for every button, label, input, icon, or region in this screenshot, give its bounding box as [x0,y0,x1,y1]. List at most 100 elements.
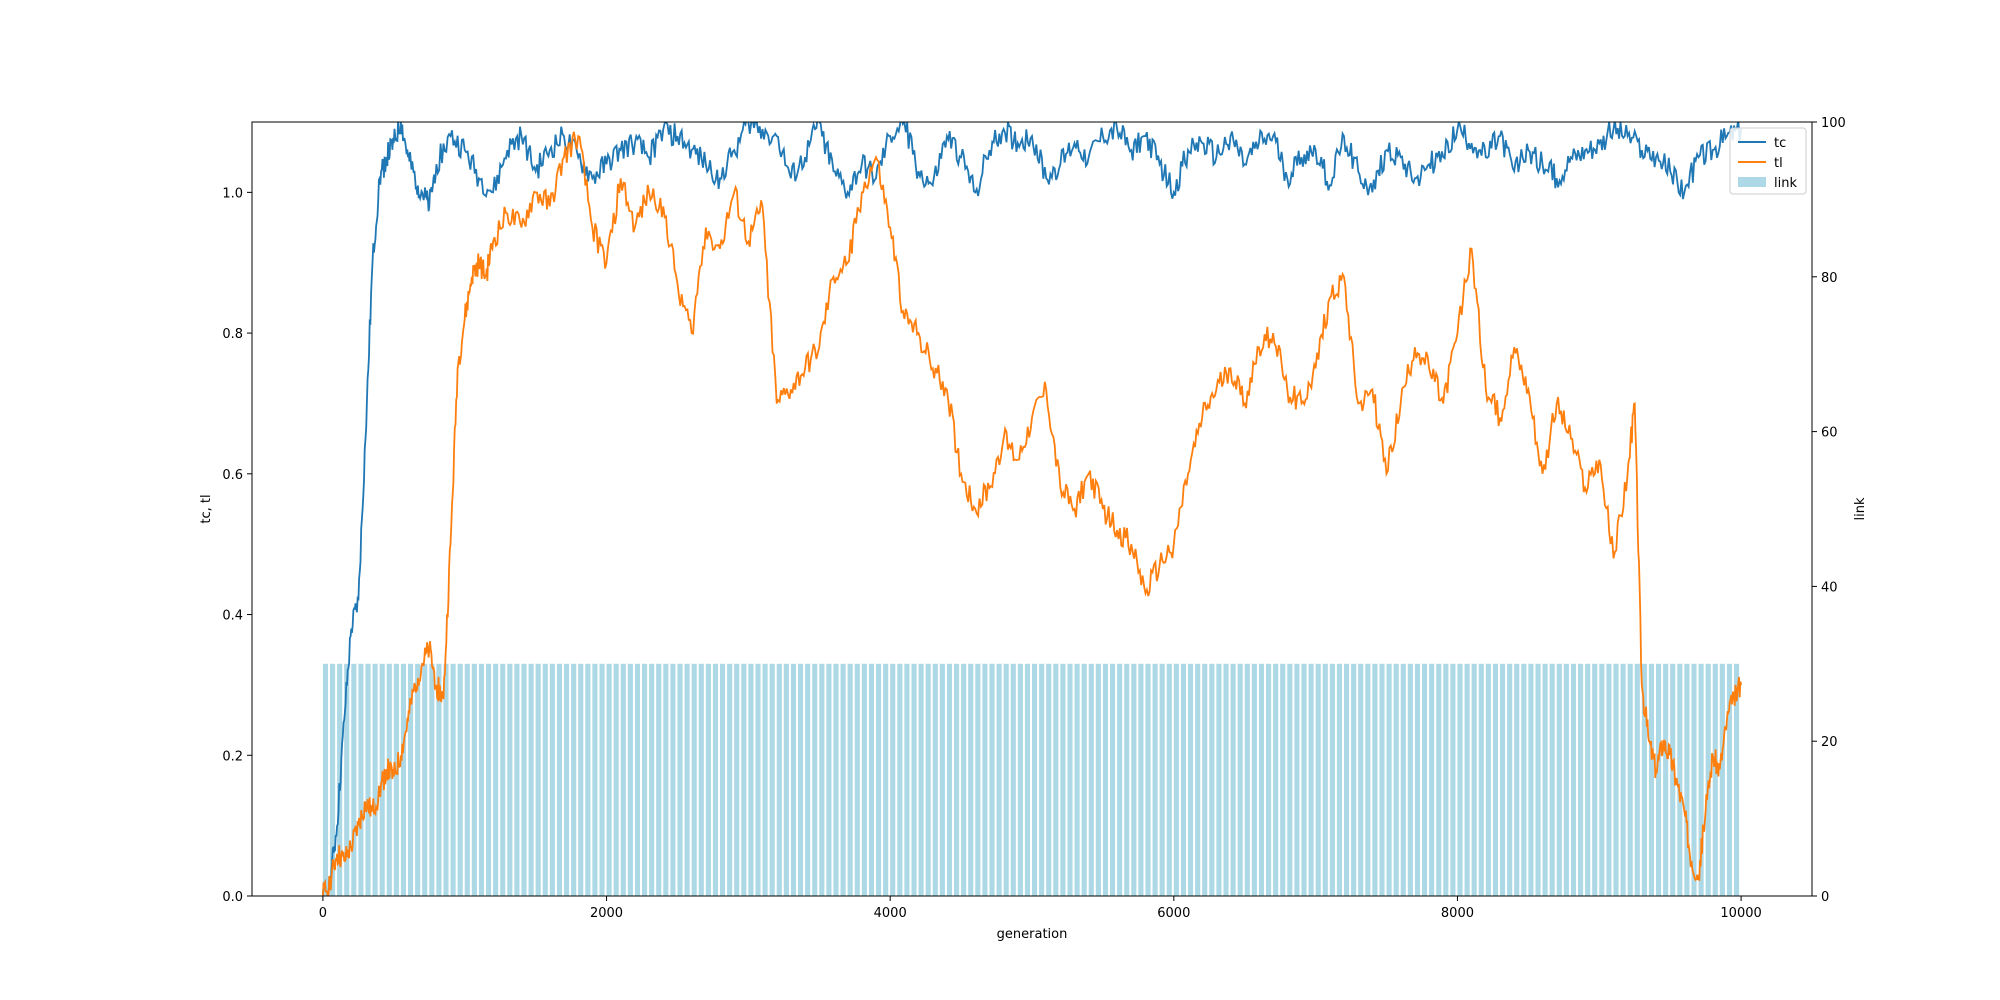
link-bar [1280,663,1286,896]
link-bar [1188,663,1194,896]
x-tick-label: 2000 [590,906,623,921]
link-bar [1301,663,1307,896]
link-bar [1308,663,1314,896]
y-right-tick-label: 0 [1821,890,1829,905]
link-bar [1471,663,1477,896]
legend-label-link: link [1774,176,1797,191]
link-bar [861,663,867,896]
link-bar [798,663,804,896]
link-bar [1180,663,1187,896]
link-bar [642,663,648,896]
link-bar [1656,663,1662,896]
link-bar [443,663,449,896]
link-bar [819,663,825,896]
link-bar [1634,663,1640,896]
link-bar [585,663,591,896]
y-left-tick-label: 0.8 [222,327,243,342]
link-bar [975,663,981,896]
link-bar [1464,663,1470,896]
link-bar [1641,663,1647,896]
link-bar [1556,663,1562,896]
link-bar [1003,663,1009,896]
link-bar [1344,663,1350,896]
link-bar [1372,663,1378,896]
link-bar [1726,663,1733,896]
link-bar [486,663,492,896]
link-bar [954,663,960,896]
link-bar [337,663,343,896]
link-bar [571,663,577,896]
link-bar [1017,663,1023,896]
link-bar [1067,663,1073,896]
link-bar [1095,663,1101,896]
y-right-tick-label: 100 [1821,116,1846,131]
link-bar [890,663,896,896]
link-bar [649,663,655,896]
link-bar [1627,663,1633,896]
link-bar [1131,663,1137,896]
link-bar [1351,663,1357,896]
link-bar [1599,663,1605,896]
link-bar [868,663,875,896]
link-bar [613,663,619,896]
link-bar [946,663,953,896]
link-bar [691,663,697,896]
link-bar [1592,663,1598,896]
link-bar [1166,663,1172,896]
link-bar [748,663,754,896]
link-bar [1620,663,1626,896]
link-bar [1450,663,1456,896]
link-bar [876,663,882,896]
link-bar [606,663,612,896]
link-bar [932,663,938,896]
link-bar [1393,663,1399,896]
series-line-tl [322,131,1742,896]
link-bar [783,663,789,896]
series-line-tc [322,122,1742,896]
link-bar [1578,663,1584,896]
link-bar [925,663,931,896]
link-bar [393,663,399,896]
link-bar [1407,663,1413,896]
link-bar [344,663,350,896]
y-right-tick-label: 20 [1821,735,1838,750]
link-bar [1244,663,1250,896]
link-bar [1563,663,1569,896]
link-bar [471,663,477,896]
link-bar [634,663,641,896]
link-bar [1705,663,1711,896]
link-bar [1195,663,1201,896]
link-bar [422,663,428,896]
link-bar [1514,663,1520,896]
x-tick-label: 6000 [1157,906,1190,921]
y-left-tick-label: 0.4 [222,609,243,624]
link-bar [677,663,683,896]
link-bar [1712,663,1718,896]
link-bar [1209,663,1215,896]
link-bar [1414,663,1421,896]
link-bars [322,663,1740,896]
link-bar [911,663,917,896]
link-bar [514,663,520,896]
y-left-tick-label: 0.0 [222,890,243,905]
link-bar [330,663,336,896]
link-bar [535,663,541,896]
link-bar [989,663,995,896]
link-bar [734,663,740,896]
link-bar [918,663,924,896]
link-bar [351,663,357,896]
link-bar [698,663,704,896]
link-bar [1230,663,1236,896]
x-tick-label: 0 [319,906,327,921]
link-bar [1485,663,1491,896]
link-bar [656,663,662,896]
link-bar [1223,663,1229,896]
link-bar [663,663,669,896]
link-bar [1670,663,1676,896]
link-bar [854,663,860,896]
link-bar [847,663,853,896]
link-bar [1570,663,1577,896]
link-bar [897,663,903,896]
link-bar [1046,663,1052,896]
link-bar [1024,663,1031,896]
